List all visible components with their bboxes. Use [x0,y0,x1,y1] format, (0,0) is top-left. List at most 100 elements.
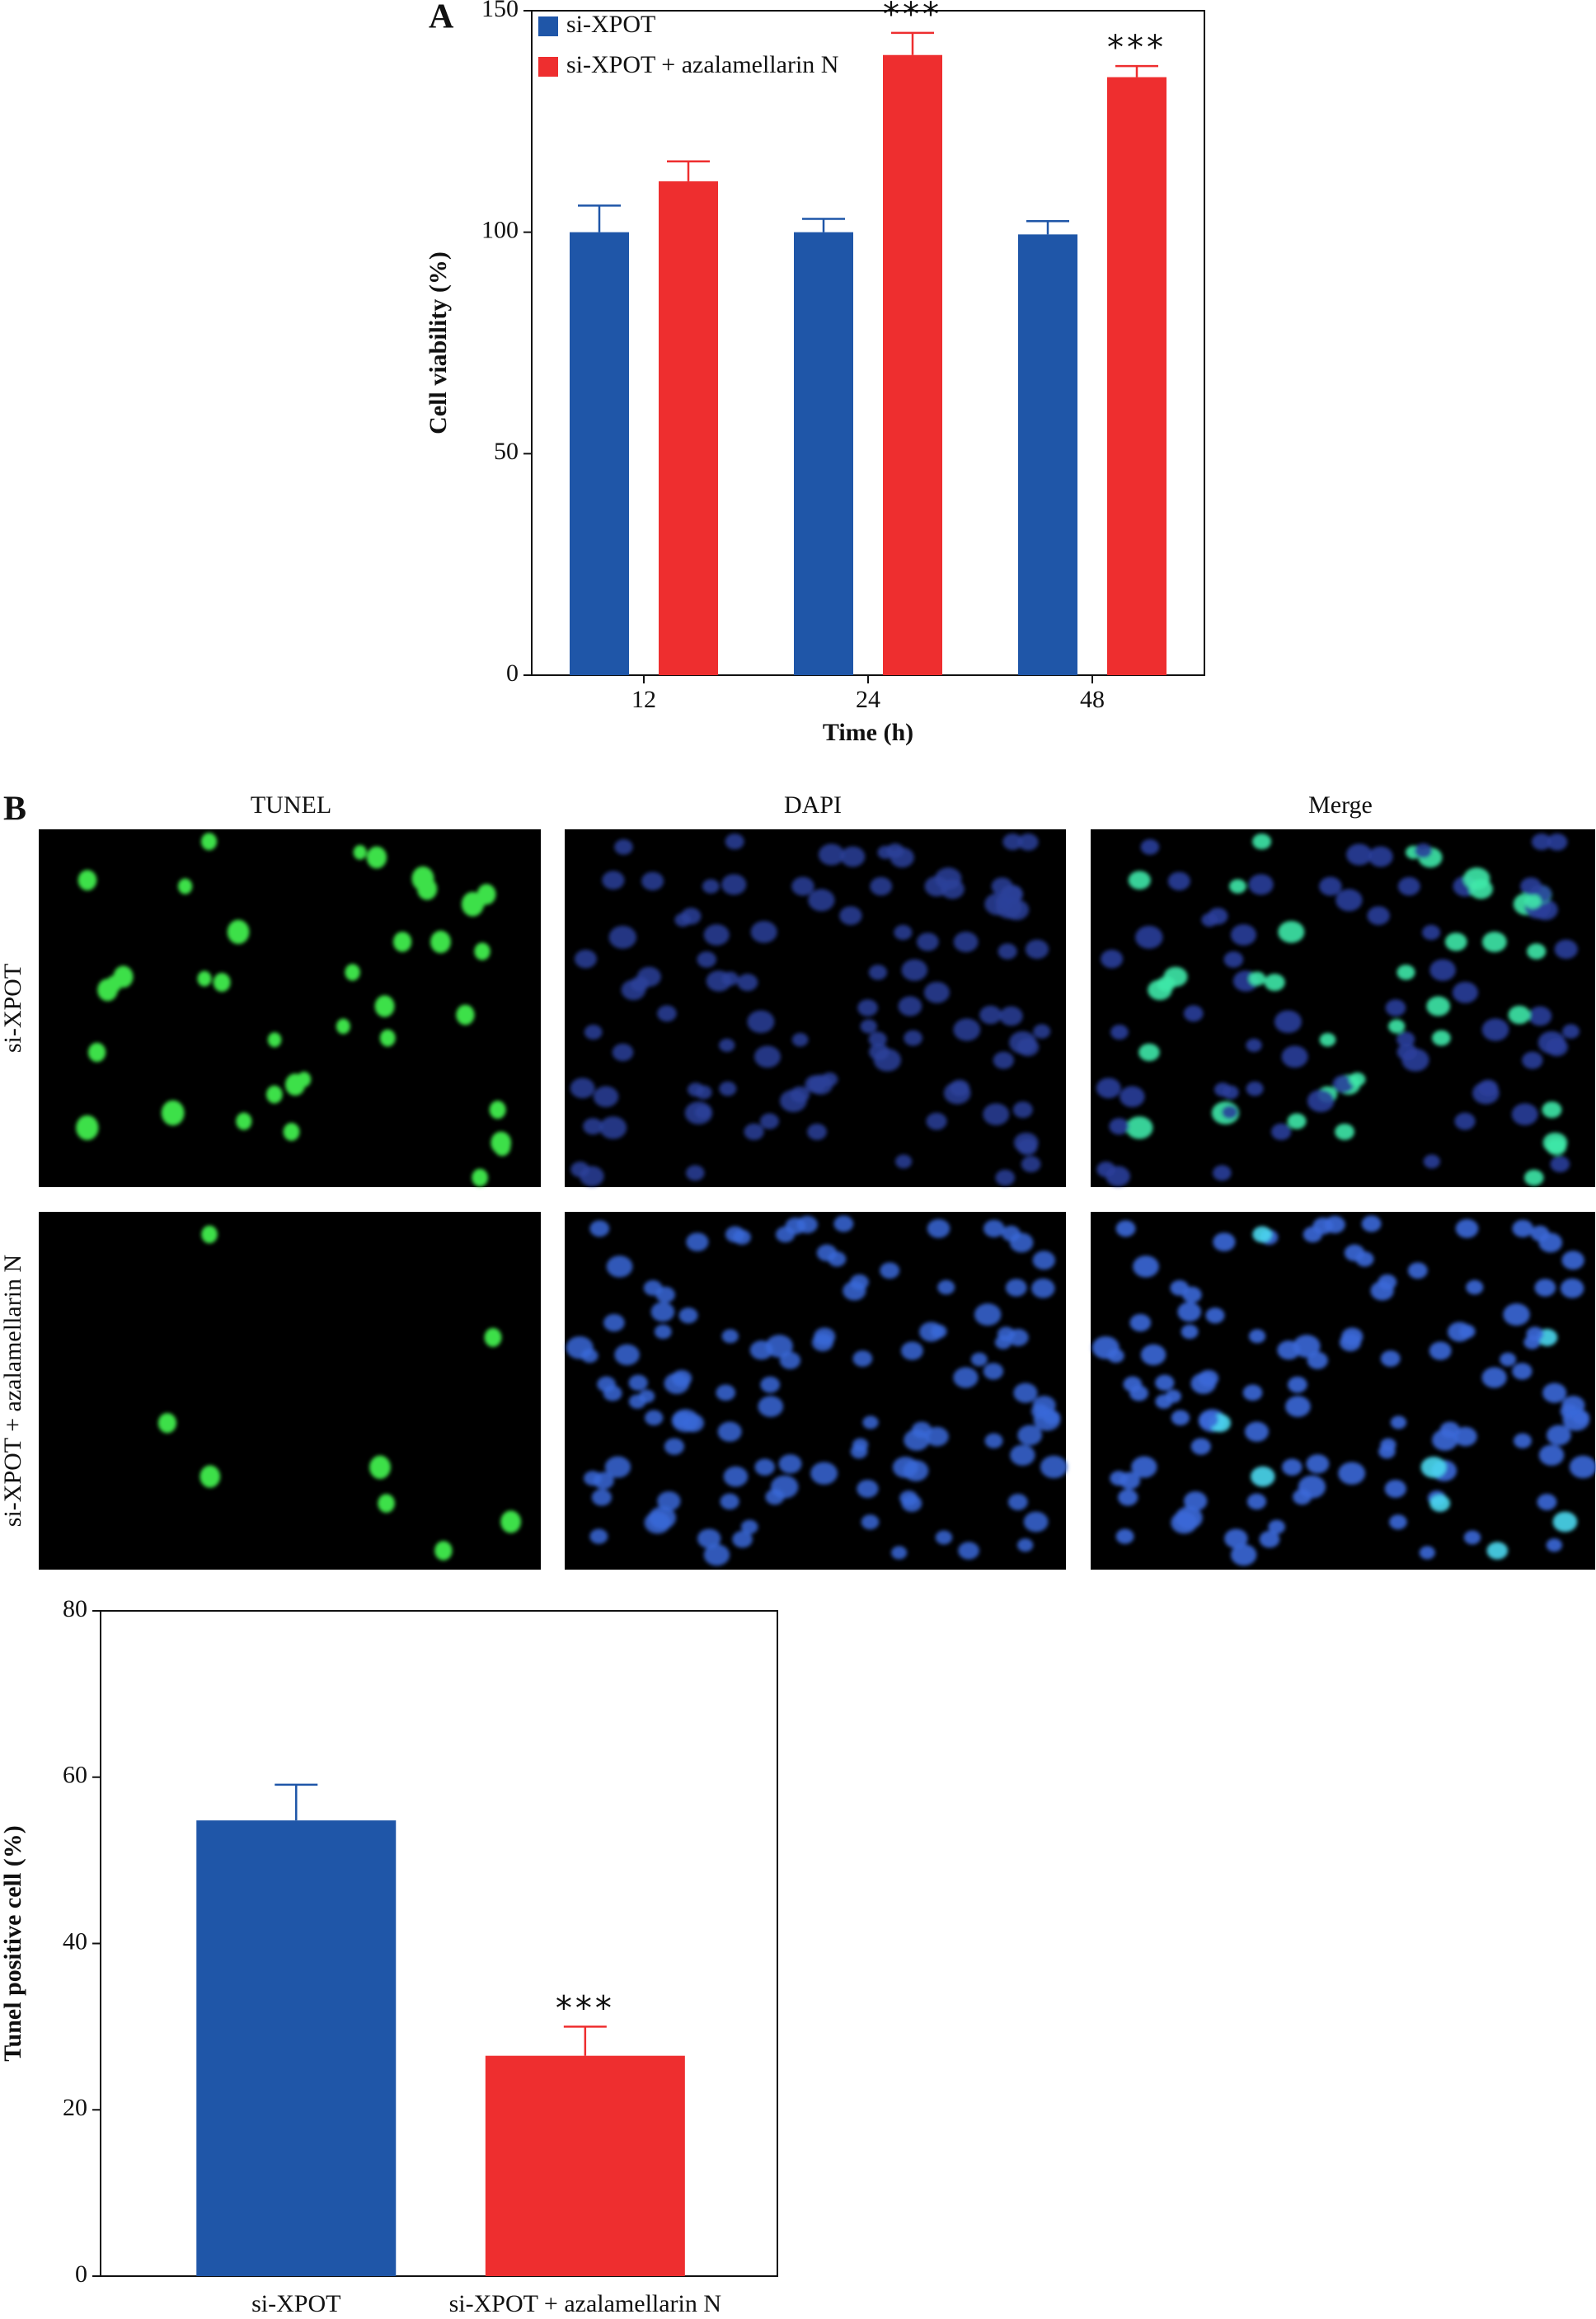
cell [227,919,250,945]
significance: *** [556,1989,615,2027]
cell [353,845,367,860]
cell [603,1385,622,1401]
y-tick-label: 50 [494,438,519,465]
cell [213,973,231,993]
cell [664,1373,690,1394]
cell [1531,833,1552,851]
cell [1335,889,1363,912]
cell [970,1352,988,1367]
micrograph [565,1212,1068,1570]
cell [1010,1444,1035,1466]
cell [1562,1024,1580,1039]
cell [621,979,646,1001]
column-header: Merge [1308,791,1373,819]
cell [1282,1458,1303,1476]
cell [593,1086,619,1107]
cell [1222,1085,1239,1100]
cell [1110,1024,1129,1040]
cell [686,1165,705,1181]
cell [1389,1514,1407,1530]
cell [614,1344,640,1366]
cell [650,1302,675,1322]
cell [861,1514,880,1530]
bar [570,232,629,676]
cell [1486,1542,1509,1560]
cell [1537,1030,1565,1054]
cell [678,1307,698,1324]
cell [852,1350,873,1367]
y-tick-label: 150 [481,0,519,22]
cell [583,1118,603,1135]
cell [1016,1538,1034,1552]
cell [891,1546,908,1560]
cell [645,1410,664,1426]
cell [161,1100,185,1126]
cells [76,833,512,1187]
cell [1478,1079,1499,1096]
cell [821,1072,838,1087]
cell [843,1280,866,1301]
cell [686,1232,709,1251]
cell [1455,1218,1479,1238]
cell [1135,925,1163,949]
cell [379,1029,396,1047]
cell [1542,1382,1567,1403]
legend-label: si-XPOT + azalamellarin N [566,51,838,78]
cell [581,1349,598,1364]
column-header: DAPI [784,791,842,819]
cell [638,1389,655,1403]
cell [1040,1455,1068,1479]
cell [1183,1491,1208,1511]
cell [719,1081,737,1096]
cell [852,1438,869,1452]
cell [927,1218,951,1238]
column-header: TUNEL [251,791,331,819]
cell [574,949,597,969]
cell [1224,1528,1248,1549]
cell [719,1038,735,1053]
cell [904,1030,922,1046]
cell [1287,1376,1307,1393]
cell [1547,1425,1571,1446]
cell [870,876,893,896]
bar [196,1820,397,2276]
cell [1523,1169,1544,1186]
x-tick-label: 24 [856,686,880,713]
cell [717,1421,742,1442]
cells [157,1225,522,1561]
cell [1264,974,1285,992]
cell [589,1220,610,1237]
cell [1526,1326,1544,1341]
cell [1213,1165,1232,1181]
cell [930,1324,947,1339]
cell [1414,843,1433,858]
cell [1534,1279,1556,1297]
cell [1426,996,1451,1016]
y-tick-label: 20 [63,2094,87,2121]
cell [1171,1410,1190,1426]
cell [1128,871,1151,890]
cell [1229,879,1246,894]
cell [584,1471,602,1486]
cell [1248,971,1266,986]
cell [1021,1156,1041,1172]
cell [417,878,438,900]
cell [1043,1410,1061,1425]
cell [87,1042,106,1063]
cell [1514,1433,1532,1448]
cell [1552,1511,1578,1533]
cell [1148,979,1172,1001]
cell [374,995,395,1017]
cell [937,1279,955,1295]
cell [995,1169,1016,1186]
cell [1466,1279,1484,1295]
cell [1429,1341,1452,1360]
cell [839,906,862,926]
cell [1246,1493,1267,1510]
bar [794,232,853,676]
cell [1384,1479,1406,1498]
cell [1167,871,1190,891]
cell [369,1455,391,1480]
cell [1110,1471,1128,1486]
cell [1017,833,1039,851]
